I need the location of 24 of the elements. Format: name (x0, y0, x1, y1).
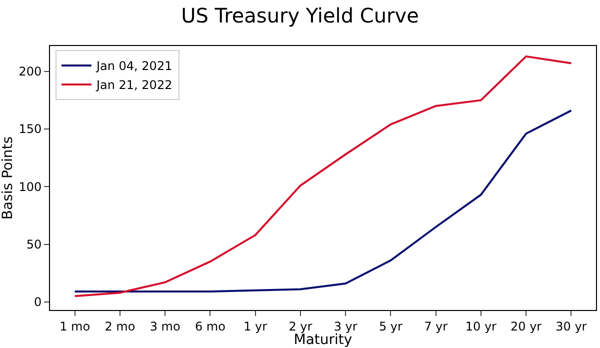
y-tick-label: 150 (18, 122, 42, 136)
legend-label: Jan 04, 2021 (95, 59, 172, 74)
line-series (74, 55, 572, 298)
x-tick-label: 2 mo (104, 319, 136, 334)
x-tick-label: 1 yr (244, 319, 268, 334)
line-series (74, 110, 572, 293)
x-tick-label: 5 yr (378, 319, 402, 334)
x-tick-label: 1 mo (60, 319, 90, 334)
x-tick-label: 10 yr (465, 319, 497, 334)
y-tick-label: 0 (34, 295, 42, 310)
x-tick-label: 7 yr (424, 319, 448, 334)
x-tick-label: 3 yr (334, 319, 358, 334)
y-tick-label: 200 (18, 64, 42, 79)
x-tick-label: 20 yr (510, 319, 542, 334)
x-tick-label: 3 mo (150, 319, 180, 334)
x-tick-label: 30 yr (556, 319, 587, 334)
x-axis-title: Maturity (294, 332, 352, 348)
chart-title: US Treasury Yield Curve (181, 4, 419, 28)
x-tick-label: 2 yr (288, 319, 312, 334)
y-tick-label: 100 (18, 180, 42, 194)
y-axis-title: Basis Points (0, 136, 16, 220)
y-tick-label: 50 (26, 237, 42, 252)
legend-label: Jan 21, 2022 (95, 78, 172, 92)
x-tick-label: 6 mo (194, 319, 226, 334)
